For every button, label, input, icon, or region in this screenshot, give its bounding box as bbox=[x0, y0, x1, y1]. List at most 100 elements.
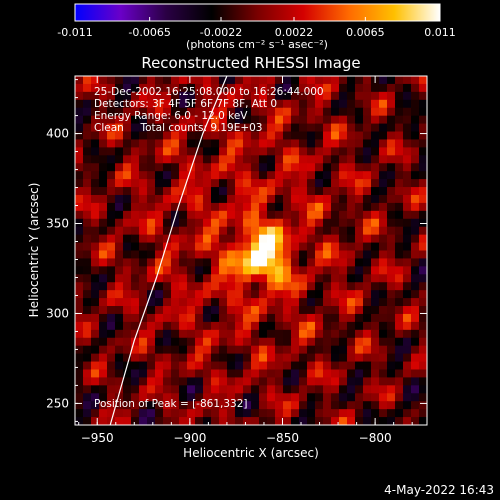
heatmap-cell bbox=[395, 258, 404, 267]
heatmap-cell bbox=[395, 250, 404, 260]
heatmap-cell bbox=[99, 155, 108, 164]
heatmap-cell bbox=[371, 187, 380, 196]
heatmap-cell bbox=[179, 361, 188, 371]
heatmap-cell bbox=[219, 179, 228, 188]
heatmap-cell bbox=[123, 274, 132, 283]
solar-limb-curve bbox=[109, 76, 228, 425]
heatmap-cell bbox=[387, 361, 396, 371]
heatmap-cell bbox=[251, 393, 260, 402]
heatmap-cell bbox=[315, 409, 324, 418]
heatmap-cell bbox=[171, 313, 180, 323]
heatmap-cell bbox=[195, 171, 204, 180]
heatmap-cell bbox=[291, 353, 300, 363]
heatmap-cell bbox=[147, 290, 156, 299]
heatmap-cell bbox=[379, 226, 388, 236]
heatmap-cell bbox=[195, 99, 204, 109]
heatmap-cell bbox=[227, 91, 236, 101]
heatmap-cell bbox=[387, 306, 396, 315]
heatmap-cell bbox=[91, 99, 100, 109]
heatmap-cell bbox=[403, 99, 412, 109]
heatmap-cell bbox=[259, 99, 268, 109]
heatmap-cell bbox=[347, 306, 356, 315]
heatmap-cell bbox=[259, 139, 268, 148]
heatmap-cell bbox=[139, 179, 148, 188]
heatmap-cell bbox=[155, 115, 164, 125]
heatmap-cell bbox=[403, 179, 412, 188]
heatmap-cell bbox=[331, 234, 340, 244]
heatmap-cell bbox=[403, 226, 412, 236]
heatmap-cell bbox=[219, 187, 228, 196]
heatmap-cell bbox=[403, 337, 412, 347]
heatmap-cell bbox=[179, 139, 188, 148]
heatmap-cell bbox=[275, 250, 284, 260]
heatmap-cell bbox=[163, 385, 172, 394]
heatmap-cell bbox=[131, 385, 140, 394]
heatmap-cell bbox=[331, 401, 340, 410]
heatmap-cell bbox=[187, 155, 196, 164]
heatmap-cell bbox=[419, 266, 427, 275]
heatmap-cell bbox=[83, 345, 92, 355]
heatmap-cell bbox=[131, 242, 140, 252]
heatmap-cell bbox=[283, 377, 292, 386]
heatmap-cell bbox=[163, 107, 172, 117]
heatmap-cell bbox=[83, 234, 92, 244]
heatmap-cell bbox=[171, 345, 180, 355]
heatmap-cell bbox=[331, 218, 340, 228]
heatmap-cell bbox=[99, 91, 108, 101]
heatmap-cell bbox=[243, 298, 252, 307]
heatmap-cell bbox=[251, 321, 260, 331]
heatmap-cell bbox=[147, 242, 156, 252]
heatmap-cell bbox=[179, 155, 188, 164]
heatmap-cell bbox=[363, 115, 372, 125]
heatmap-cell bbox=[107, 290, 116, 299]
heatmap-cell bbox=[267, 393, 276, 402]
heatmap-cell bbox=[387, 147, 396, 156]
heatmap-cell bbox=[387, 99, 396, 109]
heatmap-cell bbox=[387, 194, 396, 204]
heatmap-cell bbox=[315, 99, 324, 109]
heatmap-cell bbox=[203, 83, 212, 93]
heatmap-cell bbox=[315, 210, 324, 220]
heatmap-cell bbox=[395, 171, 404, 180]
heatmap-cell bbox=[243, 385, 252, 394]
heatmap-cell bbox=[411, 361, 420, 371]
heatmap-cell bbox=[331, 282, 340, 291]
heatmap-cell bbox=[323, 115, 332, 125]
heatmap-cell bbox=[299, 107, 308, 117]
heatmap-cell bbox=[203, 202, 212, 212]
heatmap-cell bbox=[355, 218, 364, 228]
heatmap-cell bbox=[91, 266, 100, 275]
heatmap-cell bbox=[283, 91, 292, 101]
heatmap-cell bbox=[139, 115, 148, 125]
heatmap-cell bbox=[387, 226, 396, 236]
heatmap-cell bbox=[403, 218, 412, 228]
heatmap-cell bbox=[131, 123, 140, 133]
heatmap-cell bbox=[339, 234, 348, 244]
heatmap-cell bbox=[259, 321, 268, 331]
heatmap-cell bbox=[187, 234, 196, 244]
heatmap-cell bbox=[419, 202, 427, 212]
heatmap-cell bbox=[411, 266, 420, 275]
heatmap-cell bbox=[171, 409, 180, 418]
heatmap-cell bbox=[371, 329, 380, 339]
heatmap-cell bbox=[251, 313, 260, 323]
heatmap-cell bbox=[299, 202, 308, 212]
heatmap-cell bbox=[219, 409, 228, 418]
heatmap-cell bbox=[307, 234, 316, 244]
heatmap-cell bbox=[187, 99, 196, 109]
heatmap-cell bbox=[235, 91, 244, 101]
heatmap-cell bbox=[307, 202, 316, 212]
heatmap-cell bbox=[395, 361, 404, 371]
heatmap-cell bbox=[171, 401, 180, 410]
heatmap-cell bbox=[203, 163, 212, 172]
heatmap-cell bbox=[379, 155, 388, 164]
heatmap-cell bbox=[91, 194, 100, 204]
heatmap-cell bbox=[139, 250, 148, 260]
heatmap-cell bbox=[251, 115, 260, 125]
heatmap-cell bbox=[331, 242, 340, 252]
heatmap-cell bbox=[379, 369, 388, 379]
heatmap-cell bbox=[195, 147, 204, 156]
heatmap-cell bbox=[187, 282, 196, 291]
heatmap-cell bbox=[179, 385, 188, 394]
heatmap-cell bbox=[379, 409, 388, 418]
